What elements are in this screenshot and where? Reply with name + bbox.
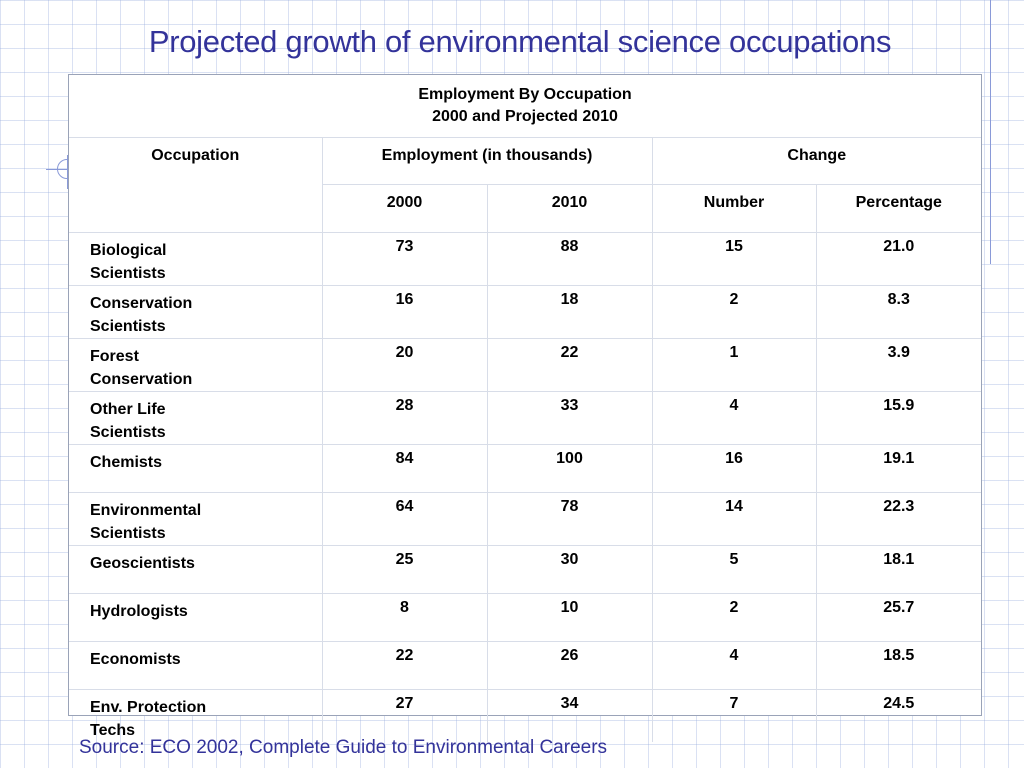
cell-percentage: 18.5 (815, 641, 982, 690)
cell-number: 16 (651, 444, 817, 493)
table-row: Economists 22 26 4 18.5 (69, 641, 982, 690)
cell-percentage: 24.5 (815, 689, 982, 742)
table-row: Chemists 84 100 16 19.1 (69, 444, 982, 493)
employment-table-container: Employment By Occupation 2000 and Projec… (68, 74, 982, 742)
table-row: Biological Scientists 73 88 15 21.0 (69, 232, 982, 286)
cell-number: 2 (651, 285, 817, 339)
employment-header: Employment (in thousands) (321, 137, 653, 185)
cell-2000: 73 (321, 232, 488, 286)
table-row: Conservation Scientists 16 18 2 8.3 (69, 285, 982, 339)
cell-occupation: Environmental Scientists (69, 492, 323, 546)
cell-percentage: 15.9 (815, 391, 982, 445)
cell-occupation: Other Life Scientists (69, 391, 323, 445)
cell-occupation: Chemists (69, 444, 323, 493)
table-caption: Employment By Occupation 2000 and Projec… (69, 75, 982, 138)
cell-percentage: 8.3 (815, 285, 982, 339)
cell-occupation: Biological Scientists (69, 232, 323, 286)
table-row: Forest Conservation 20 22 1 3.9 (69, 338, 982, 392)
cell-2010: 100 (486, 444, 653, 493)
cell-occupation: Geoscientists (69, 545, 323, 594)
table-row: Other Life Scientists 28 33 4 15.9 (69, 391, 982, 445)
cell-number: 2 (651, 593, 817, 642)
cell-percentage: 19.1 (815, 444, 982, 493)
cell-2010: 78 (486, 492, 653, 546)
cell-2010: 33 (486, 391, 653, 445)
cell-2010: 22 (486, 338, 653, 392)
occupation-header: Occupation (69, 137, 323, 233)
cell-number: 15 (651, 232, 817, 286)
cell-2010: 34 (486, 689, 653, 742)
cell-2010: 10 (486, 593, 653, 642)
table-row: Environmental Scientists 64 78 14 22.3 (69, 492, 982, 546)
cell-number: 1 (651, 338, 817, 392)
cell-number: 4 (651, 391, 817, 445)
year-2000-header: 2000 (322, 184, 488, 233)
cell-occupation: Hydrologists (69, 593, 323, 642)
caption-line-1: Employment By Occupation (418, 86, 632, 103)
year-2010-header: 2010 (486, 184, 653, 233)
cell-occupation: Forest Conservation (69, 338, 323, 392)
number-header: Number (651, 184, 817, 233)
cell-2000: 84 (321, 444, 488, 493)
cell-2000: 20 (321, 338, 488, 392)
cell-percentage: 22.3 (815, 492, 982, 546)
cell-occupation: Conservation Scientists (69, 285, 323, 339)
employment-table: Employment By Occupation 2000 and Projec… (69, 75, 982, 742)
cell-2010: 18 (486, 285, 653, 339)
cell-percentage: 18.1 (815, 545, 982, 594)
cell-occupation: Env. Protection Techs (69, 689, 323, 742)
cell-2010: 88 (486, 232, 653, 286)
table-row: Geoscientists 25 30 5 18.1 (69, 545, 982, 594)
cell-occupation: Economists (69, 641, 323, 690)
cell-2000: 25 (321, 545, 488, 594)
cell-number: 5 (651, 545, 817, 594)
cell-percentage: 25.7 (815, 593, 982, 642)
cell-number: 7 (651, 689, 817, 742)
cell-2000: 27 (321, 689, 488, 742)
cell-2000: 28 (321, 391, 488, 445)
cell-2000: 8 (321, 593, 488, 642)
cell-number: 4 (651, 641, 817, 690)
cell-2000: 22 (321, 641, 488, 690)
cell-2010: 26 (486, 641, 653, 690)
cell-percentage: 21.0 (815, 232, 982, 286)
page-title: Projected growth of environmental scienc… (148, 24, 892, 59)
cell-2000: 64 (321, 492, 488, 546)
cell-2000: 16 (321, 285, 488, 339)
vertical-accent-line (990, 0, 991, 264)
caption-line-2: 2000 and Projected 2010 (432, 108, 618, 125)
percentage-header: Percentage (815, 184, 982, 233)
cell-percentage: 3.9 (815, 338, 982, 392)
table-row: Env. Protection Techs 27 34 7 24.5 (69, 689, 982, 742)
change-header: Change (651, 137, 982, 185)
source-citation: Source: ECO 2002, Complete Guide to Envi… (79, 737, 608, 758)
cell-number: 14 (651, 492, 817, 546)
cell-2010: 30 (486, 545, 653, 594)
table-row: Hydrologists 8 10 2 25.7 (69, 593, 982, 642)
